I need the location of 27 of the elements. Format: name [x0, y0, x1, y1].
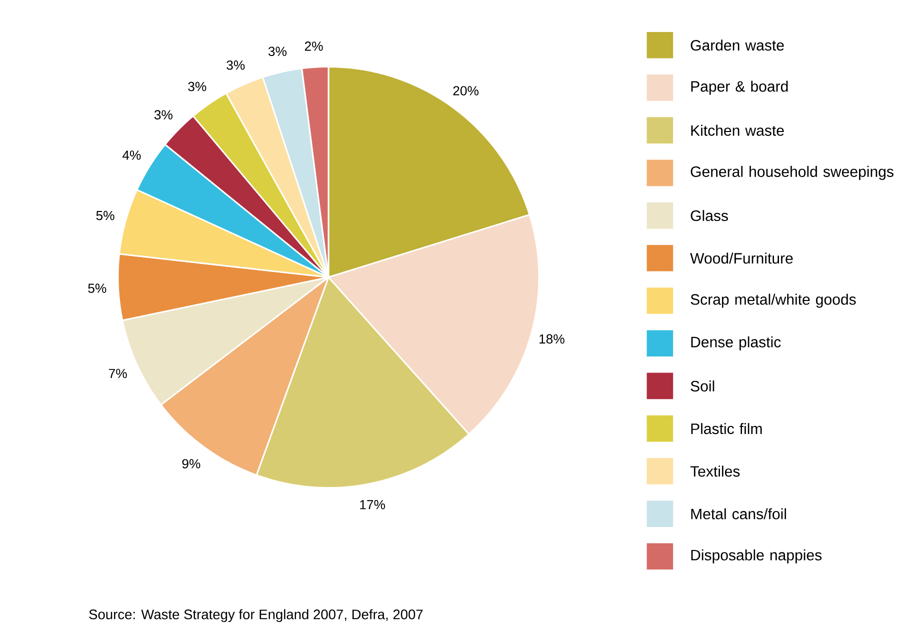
legend-label: Disposable nappies [691, 550, 822, 564]
legend-label: Glass [690, 210, 728, 222]
data-label: 4% [122, 150, 141, 160]
legend-label: Wood/Furniture [690, 252, 793, 264]
legend-label: Scrap metal/white goods [690, 294, 856, 308]
legend-label: Plastic film [691, 423, 762, 434]
legend-label: Garden waste [690, 40, 784, 51]
data-label: 3% [268, 46, 286, 56]
legend-label: Soil [690, 380, 714, 392]
legend-label: Paper & board [691, 80, 788, 95]
legend-label: Textiles [690, 466, 740, 477]
data-label: 9% [182, 459, 200, 469]
data-label: 3% [188, 82, 206, 92]
data-label: 7% [108, 369, 127, 378]
data-label: 5% [96, 211, 114, 220]
data-label: 17% [360, 500, 385, 510]
legend-label: General household sweepings [690, 166, 894, 180]
data-label: 18% [540, 334, 564, 344]
data-label: 3% [226, 60, 245, 70]
legend-label: Metal cans/foil [691, 508, 786, 520]
data-label: 2% [304, 42, 323, 51]
legend-label: Dense plastic [691, 336, 781, 351]
data-label: 20% [453, 86, 478, 96]
legend-label: Kitchen waste [691, 124, 784, 136]
data-label: 3% [154, 110, 172, 120]
data-label: 5% [88, 284, 106, 294]
source-note: Source: Waste Strategy for England 2007, Defra, 2007 [89, 609, 423, 622]
